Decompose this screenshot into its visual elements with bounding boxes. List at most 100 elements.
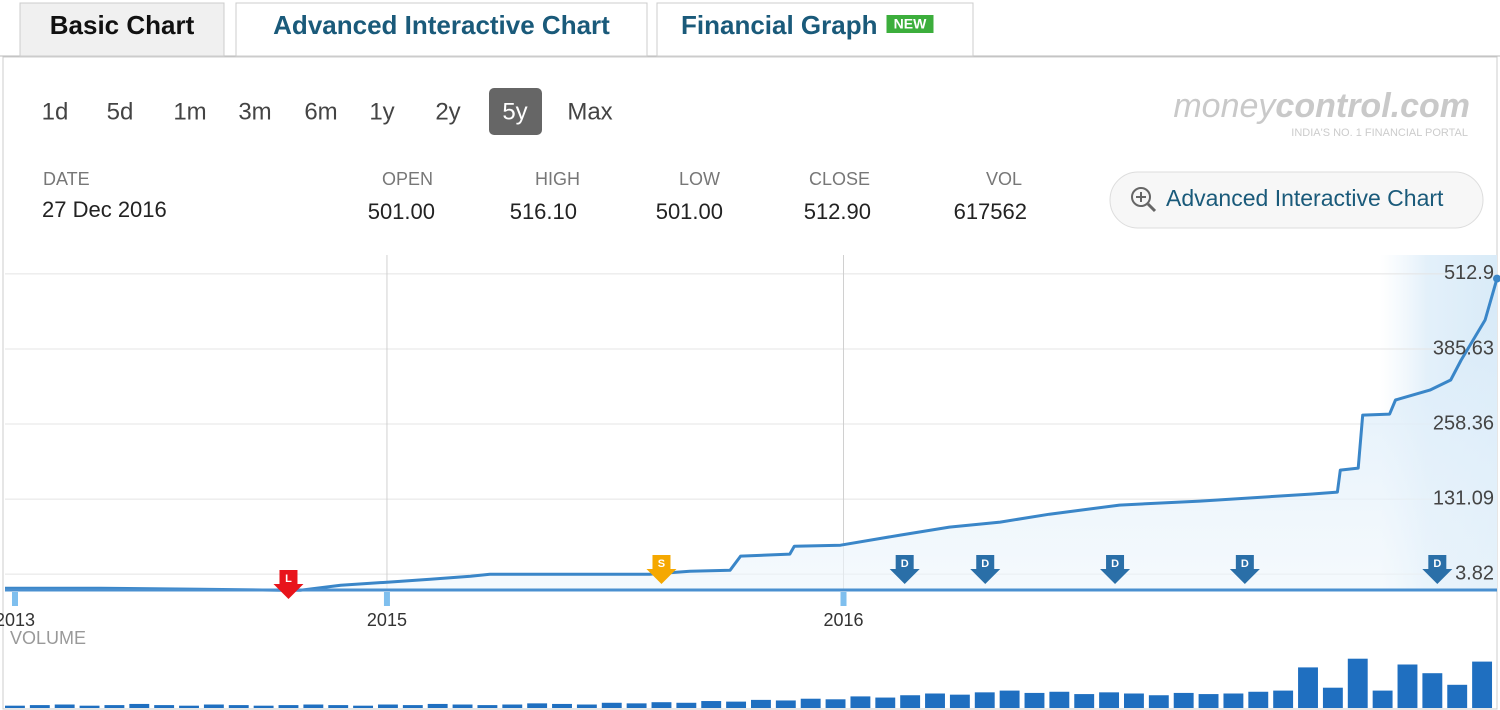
volume-bar (825, 699, 846, 708)
volume-bar (576, 704, 597, 708)
event-marker-label: D (1111, 558, 1119, 570)
price-line (5, 278, 1499, 592)
volume-bar (477, 705, 498, 708)
volume-bar (800, 698, 821, 708)
y-tick-label: 258.36 (1433, 412, 1494, 434)
range-button[interactable]: 1m (173, 98, 206, 125)
quote-label: CLOSE (809, 169, 870, 189)
volume-bar (1173, 692, 1194, 708)
volume-bar (626, 703, 647, 708)
volume-bar (303, 704, 324, 708)
volume-bar (1198, 694, 1219, 708)
x-tick-mark (840, 592, 847, 606)
volume-bar (179, 705, 199, 708)
volume-bar (1148, 695, 1169, 708)
advanced-chart-button[interactable] (1109, 171, 1484, 229)
volume-bar (502, 704, 523, 708)
volume-label: VOLUME (10, 628, 86, 648)
volume-bar (726, 701, 747, 708)
event-marker (889, 555, 920, 584)
event-marker-label: D (1433, 558, 1441, 570)
logo: moneycontrol.com (1173, 87, 1470, 125)
last-point (1493, 274, 1500, 283)
range-button[interactable]: 1d (42, 98, 69, 125)
quote-label: LOW (679, 169, 720, 189)
range-button[interactable]: 5y (502, 98, 527, 125)
volume-bar (601, 702, 622, 708)
x-tick-label: 2013 (0, 610, 35, 630)
y-tick-label: 512.9 (1444, 262, 1494, 284)
y-tick-label: 3.82 (1455, 562, 1494, 584)
volume-bar (775, 700, 796, 708)
volume-bar (278, 705, 299, 708)
quote-label: OPEN (382, 169, 433, 189)
date-value: 27 Dec 2016 (42, 197, 167, 222)
volume-bar (29, 705, 50, 708)
volume-bar (925, 693, 945, 708)
range-button[interactable]: Max (567, 98, 612, 125)
range-button[interactable]: 1y (369, 98, 394, 125)
new-badge-label: NEW (894, 16, 927, 32)
volume-bar (1322, 687, 1343, 708)
volume-bar (850, 696, 871, 708)
volume-bar (328, 705, 349, 708)
event-marker (1100, 555, 1131, 584)
quote-value: 617562 (954, 199, 1027, 224)
tab-label[interactable]: Financial Graph (681, 10, 878, 40)
volume-bar (1024, 692, 1045, 708)
tab-label[interactable]: Basic Chart (50, 10, 195, 40)
range-selected[interactable] (489, 88, 542, 135)
volume-bar (1099, 692, 1120, 708)
volume-bar (203, 704, 224, 708)
volume-bar (129, 703, 150, 708)
volume-bar (1298, 667, 1318, 708)
volume-bar (1422, 673, 1443, 708)
volume-bar (1124, 693, 1144, 708)
new-badge (886, 15, 934, 33)
y-tick-label: 385.63 (1433, 337, 1494, 359)
volume-bar (253, 705, 274, 708)
tab[interactable] (235, 2, 648, 57)
volume-bar (751, 699, 771, 708)
volume-bar (452, 704, 473, 708)
volume-bar (949, 694, 970, 708)
event-marker (1422, 555, 1453, 584)
volume-bar (154, 705, 175, 708)
volume-bar (1472, 661, 1493, 708)
range-button[interactable]: 2y (435, 98, 460, 125)
volume-bar (79, 705, 100, 708)
event-marker-label: D (1241, 558, 1249, 570)
range-button[interactable]: 6m (304, 98, 337, 125)
event-marker-label: D (901, 558, 909, 570)
date-label: DATE (43, 169, 90, 189)
x-tick-label: 2016 (823, 610, 863, 630)
x-tick-mark (11, 592, 18, 606)
panel-frame (2, 56, 1498, 710)
event-marker (646, 555, 677, 584)
volume-bar (552, 703, 572, 708)
advanced-chart-button-label[interactable]: Advanced Interactive Chart (1166, 185, 1444, 211)
volume-bar (104, 705, 125, 708)
logo-light: money (1173, 87, 1277, 125)
volume-bar (701, 701, 722, 708)
y-tick-label: 131.09 (1433, 487, 1494, 509)
quote-value: 516.10 (510, 199, 577, 224)
tab[interactable] (19, 2, 225, 57)
range-button[interactable]: 5d (107, 98, 134, 125)
volume-bar (1074, 694, 1095, 708)
zoom-icon-handle (1146, 202, 1157, 213)
volume-bar (651, 702, 672, 708)
range-button[interactable]: 3m (238, 98, 271, 125)
event-marker (273, 570, 304, 599)
volume-bar (1447, 684, 1468, 708)
x-tick-mark (383, 592, 390, 606)
volume-bar (999, 690, 1020, 708)
event-marker-label: S (658, 558, 665, 570)
volume-bar (353, 705, 374, 708)
volume-bar (1397, 664, 1418, 708)
quote-label: VOL (986, 169, 1022, 189)
volume-bar (1248, 691, 1269, 708)
tab-label[interactable]: Advanced Interactive Chart (273, 10, 610, 40)
